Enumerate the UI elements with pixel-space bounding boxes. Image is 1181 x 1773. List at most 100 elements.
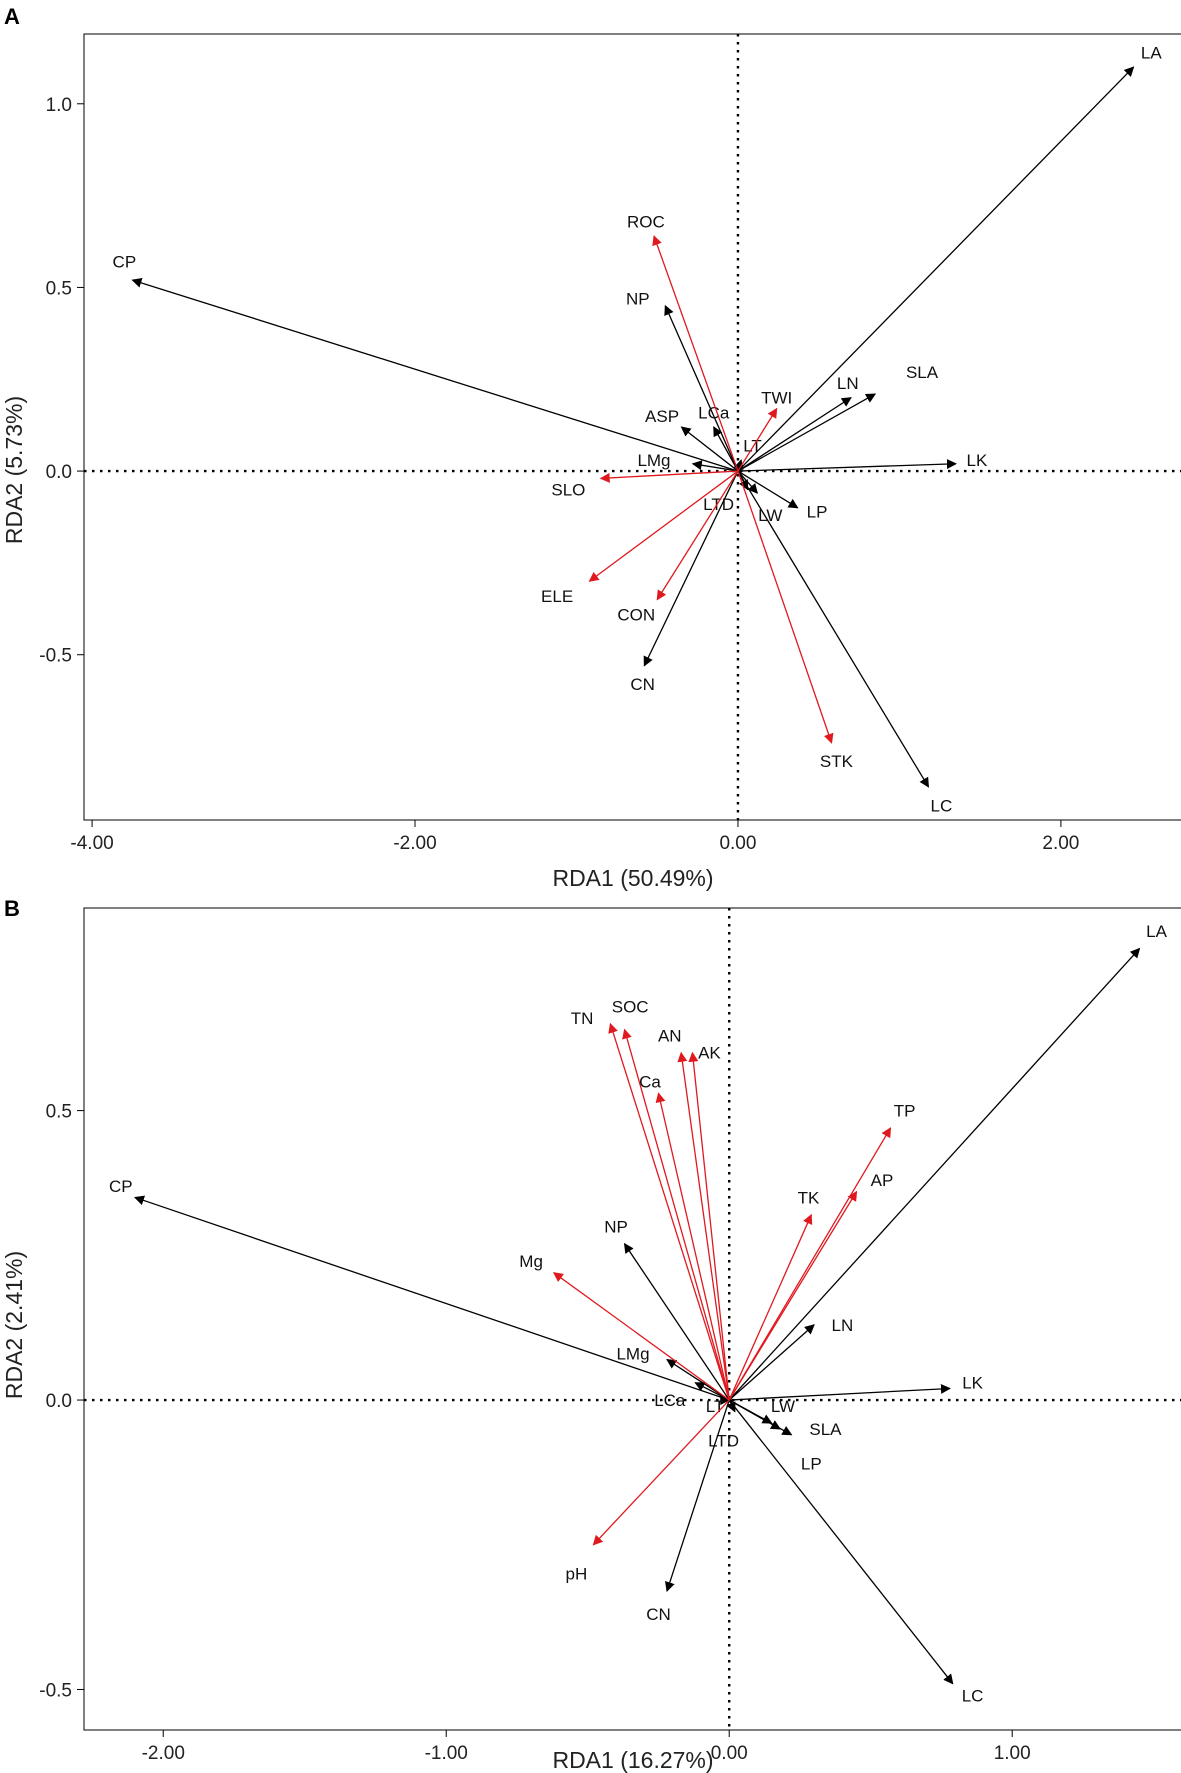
vector-lc	[728, 1399, 954, 1685]
vector-lk	[737, 459, 957, 472]
panel-a-axes: -4.00 -2.00 0.00 2.00 -0.5 0.0 0.5 1.0	[39, 95, 1079, 854]
vector-label-sla: SLA	[906, 363, 939, 382]
vector-ln	[728, 1324, 815, 1401]
vector-label-twi: TWI	[761, 389, 792, 408]
vector-tn	[608, 1022, 730, 1401]
vector-label-ln: LN	[837, 374, 859, 393]
vector-lk	[729, 1383, 951, 1401]
panel-b-axes: -2.00 -1.00 0.00 1.00 -0.5 0.0 0.5	[39, 1102, 1030, 1764]
vector-lmg	[691, 460, 739, 472]
vector-label-stk: STK	[820, 752, 854, 771]
panel-a-xtick-label: -2.00	[393, 833, 436, 854]
panel-a-ytick-label: -0.5	[39, 646, 72, 667]
vector-label-cn: CN	[646, 1605, 671, 1624]
vector-stk	[737, 470, 834, 744]
vector-label-ap: AP	[871, 1171, 894, 1190]
vector-label-ca: Ca	[639, 1073, 661, 1092]
panel-b-xlabel: RDA1 (16.27%)	[552, 1747, 713, 1773]
vector-label-ln: LN	[832, 1316, 854, 1335]
vector-lw	[737, 470, 758, 494]
panel-b-xtick-label: 0.00	[711, 1743, 748, 1764]
panel-b-xtick-label: -1.00	[425, 1743, 468, 1764]
vector-label-lca: LCa	[654, 1391, 686, 1410]
panel-a-ylabel: RDA2 (5.73%)	[1, 396, 27, 544]
panel-a-reference-lines	[84, 34, 1181, 820]
vector-an	[677, 1051, 730, 1401]
vector-ca	[655, 1092, 730, 1401]
vector-slo	[599, 470, 738, 483]
vector-label-lc: LC	[931, 796, 953, 815]
vector-label-ak: AK	[698, 1044, 721, 1063]
vector-label-sla: SLA	[809, 1420, 842, 1439]
vector-mg	[552, 1272, 730, 1401]
vector-lca	[694, 1382, 730, 1401]
panel-a-ytick-label: 0.0	[46, 462, 72, 483]
vector-label-lt: LT	[743, 436, 762, 455]
panel-b-ytick-label: -0.5	[39, 1680, 72, 1701]
vector-cn	[664, 1399, 730, 1593]
vector-tk	[728, 1213, 813, 1401]
vector-label-cn: CN	[630, 675, 655, 694]
vector-label-soc: SOC	[612, 997, 649, 1016]
vector-ap	[728, 1190, 858, 1401]
vector-label-tn: TN	[571, 1009, 594, 1028]
vector-soc	[622, 1028, 730, 1401]
vector-la	[737, 66, 1135, 472]
panel-b-xtick-label: 1.00	[994, 1743, 1031, 1764]
vector-label-lt: LT	[706, 1397, 725, 1416]
panel-a-xlabel: RDA1 (50.49%)	[552, 865, 713, 891]
vector-cp	[133, 1195, 730, 1401]
vector-twi	[737, 407, 778, 472]
vector-ele	[588, 470, 739, 582]
vector-cn	[643, 470, 739, 667]
vector-label-lk: LK	[967, 451, 988, 470]
vector-label-ltd: LTD	[703, 495, 734, 514]
panel-a-vectors: LA CP NP LN SLA LK ASP LCa LT LMg LTD LW LP CN LC ROC TW…	[113, 43, 1163, 815]
vector-label-ele: ELE	[541, 587, 573, 606]
vector-label-lc: LC	[962, 1686, 984, 1705]
vector-label-tk: TK	[798, 1188, 820, 1207]
vector-roc	[652, 235, 739, 472]
vector-la	[728, 947, 1141, 1401]
panel-b: B -2.00 -1.00 0.00 1.00-0.50.00.5 LACPNPLNL…	[1, 896, 1181, 1773]
panel-b-ytick-label: 0.0	[46, 1391, 72, 1412]
panel-b-reference-lines	[84, 908, 1181, 1730]
vector-label-la: LA	[1141, 43, 1162, 62]
panel-a-ytick-label: 1.0	[46, 95, 72, 116]
vector-con	[656, 470, 739, 601]
vector-sla	[737, 393, 877, 472]
panel-a-xtick-label: -4.00	[70, 833, 113, 854]
panel-b-xtick-label: -2.00	[142, 1743, 185, 1764]
vector-ln	[737, 397, 852, 472]
panel-a-ytick-label: 0.5	[46, 278, 72, 299]
vector-label-roc: ROC	[627, 212, 665, 231]
vector-label-ph: pH	[566, 1565, 588, 1584]
vector-label-lp: LP	[801, 1455, 822, 1474]
vector-label-la: LA	[1146, 922, 1167, 941]
panel-b-ylabel: RDA2 (2.41%)	[1, 1251, 27, 1399]
vector-label-con: CON	[617, 605, 655, 624]
vector-ak	[688, 1051, 730, 1401]
vector-label-cp: CP	[113, 253, 137, 272]
vector-lc	[737, 470, 930, 788]
vector-label-lp: LP	[807, 502, 828, 521]
vector-label-lca: LCa	[698, 403, 730, 422]
vector-label-np: NP	[626, 289, 650, 308]
vector-lp	[737, 470, 799, 509]
panel-a-label: A	[4, 4, 20, 29]
vector-ph	[592, 1399, 730, 1546]
vector-np	[623, 1242, 730, 1401]
panel-a: A -4.00 -2.00 0.00 2.00 -0.5 0.0 0.5 1.0 LA CP NP…	[1, 4, 1181, 891]
vector-label-lmg: LMg	[616, 1345, 649, 1364]
vector-label-ltd: LTD	[708, 1432, 739, 1451]
vector-np	[664, 304, 739, 472]
vector-label-asp: ASP	[645, 407, 679, 426]
panel-a-xtick-label: 0.00	[719, 833, 756, 854]
vector-label-lw: LW	[771, 1397, 795, 1416]
vector-asp	[680, 426, 739, 472]
vector-label-tp: TP	[894, 1102, 916, 1121]
panel-b-frame	[83, 907, 1181, 1731]
vector-label-an: AN	[658, 1026, 682, 1045]
vector-label-cp: CP	[109, 1177, 133, 1196]
